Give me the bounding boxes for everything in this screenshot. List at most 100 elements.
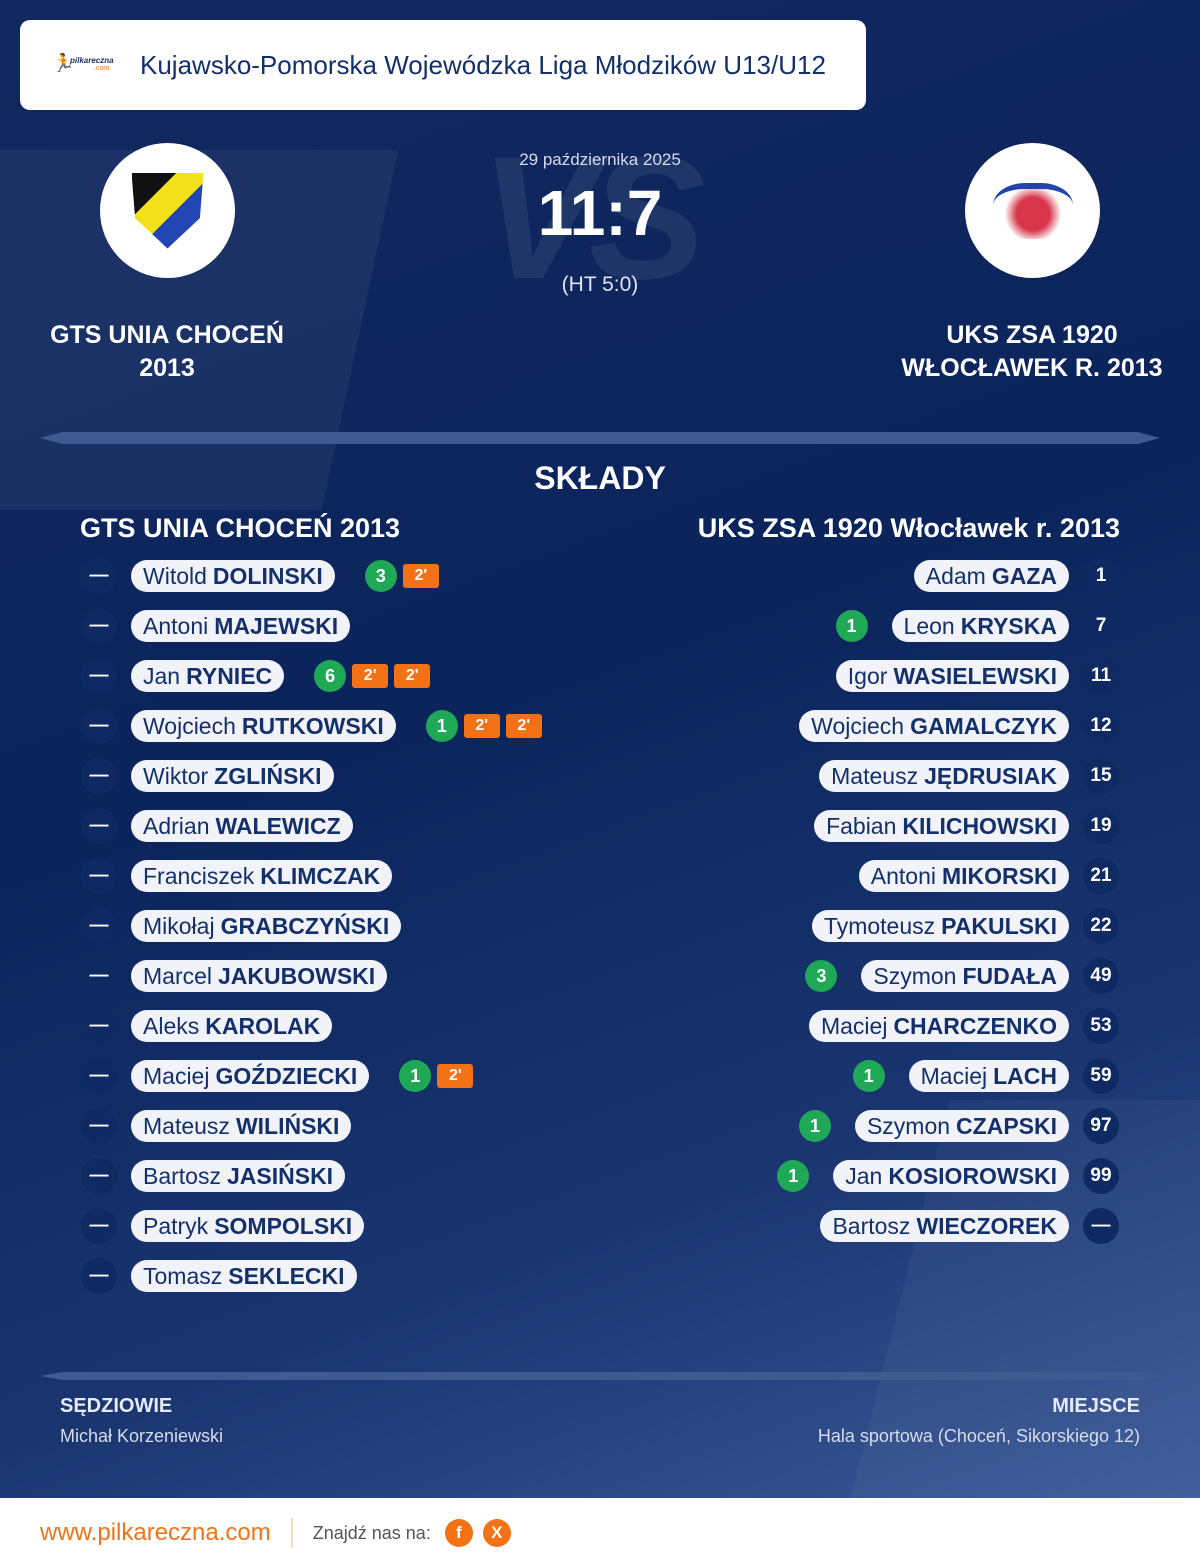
player-name[interactable]: Tomasz SEKLECKI — [131, 1260, 357, 1292]
shirt-number: — — [81, 1158, 117, 1194]
player-name[interactable]: Witold DOLINSKI — [131, 560, 335, 592]
player-name[interactable]: Marcel JAKUBOWSKI — [131, 960, 388, 992]
shirt-number: 97 — [1083, 1108, 1119, 1144]
player-name[interactable]: Wojciech RUTKOWSKI — [131, 710, 396, 742]
player-name[interactable]: Adam GAZA — [913, 560, 1069, 592]
player-name[interactable]: Fabian KILICHOWSKI — [814, 810, 1069, 842]
player-name[interactable]: Leon KRYSKA — [891, 610, 1069, 642]
player-row: Tymoteusz PAKULSKI 22 — [811, 908, 1119, 944]
shirt-number: 7 — [1083, 608, 1119, 644]
goals-badge: 3 — [364, 560, 397, 592]
first-name: Mikołaj — [143, 912, 215, 939]
player-row: 1 Leon KRYSKA 7 — [835, 608, 1119, 644]
shirt-number: 12 — [1083, 708, 1119, 744]
goals-badge: 3 — [805, 960, 838, 992]
first-name: Fabian — [826, 812, 897, 839]
home-name-line2: 2013 — [139, 354, 195, 382]
shirt-number: — — [81, 958, 117, 994]
first-name: Marcel — [143, 962, 213, 989]
player-name[interactable]: Wojciech GAMALCZYK — [799, 710, 1069, 742]
referees-value: Michał Korzeniewski — [60, 1426, 224, 1446]
last-name: GRABCZYŃSKI — [220, 912, 390, 939]
player-row: 1 Jan KOSIOROWSKI 99 — [777, 1158, 1119, 1194]
last-name: KOSIOROWSKI — [888, 1162, 1057, 1189]
player-name[interactable]: Wiktor ZGLIŃSKI — [131, 760, 334, 792]
player-row: 1 Szymon CZAPSKI 97 — [798, 1108, 1119, 1144]
player-name[interactable]: Franciszek KLIMCZAK — [131, 860, 393, 892]
goals-badge: 1 — [399, 1060, 432, 1092]
first-name: Bartosz — [832, 1212, 911, 1239]
last-name: DOLINSKI — [212, 562, 323, 589]
shirt-number: 59 — [1083, 1058, 1119, 1094]
shirt-number: — — [81, 908, 117, 944]
player-name[interactable]: Aleks KAROLAK — [131, 1010, 333, 1042]
last-name: FUDAŁA — [962, 962, 1057, 989]
player-row: Antoni MIKORSKI 21 — [858, 858, 1119, 894]
goals-badge: 1 — [835, 610, 868, 642]
home-name-line1: GTS UNIA CHOCEŃ — [50, 321, 284, 349]
first-name: Adrian — [143, 812, 210, 839]
player-row: — Franciszek KLIMCZAK — [81, 858, 393, 894]
squads-heading: SKŁADY — [534, 460, 666, 496]
player-name[interactable]: Antoni MAJEWSKI — [131, 610, 351, 642]
shirt-number: 99 — [1083, 1158, 1119, 1194]
last-name: WASIELEWSKI — [893, 662, 1057, 689]
last-name: MIKORSKI — [942, 862, 1057, 889]
player-name[interactable]: Tymoteusz PAKULSKI — [811, 910, 1069, 942]
player-name[interactable]: Antoni MIKORSKI — [858, 860, 1069, 892]
home-squad-title: GTS UNIA CHOCEŃ 2013 — [80, 513, 401, 543]
first-name: Aleks — [143, 1012, 200, 1039]
player-row: Bartosz WIECZOREK — — [820, 1208, 1119, 1244]
player-name[interactable]: Jan KOSIOROWSKI — [833, 1160, 1069, 1192]
first-name: Witold — [143, 562, 207, 589]
first-name: Antoni — [143, 612, 209, 639]
player-name[interactable]: Mateusz WILIŃSKI — [131, 1110, 352, 1142]
player-row: — Jan RYNIEC 6 2' 2' — [81, 658, 431, 694]
player-row: — Adrian WALEWICZ — [81, 808, 353, 844]
player-name[interactable]: Szymon CZAPSKI — [854, 1110, 1069, 1142]
venue-label: MIEJSCE — [1052, 1395, 1140, 1417]
first-name: Tymoteusz — [823, 912, 936, 939]
site-link[interactable]: www.pilkareczna.com — [40, 1518, 293, 1548]
player-name[interactable]: Bartosz WIECZOREK — [820, 1210, 1069, 1242]
player-name[interactable]: Maciej CHARCZENKO — [808, 1010, 1069, 1042]
player-name[interactable]: Bartosz JASIŃSKI — [131, 1160, 346, 1192]
first-name: Jan — [845, 1162, 883, 1189]
player-name[interactable]: Patryk SOMPOLSKI — [131, 1210, 365, 1242]
first-name: Mateusz — [143, 1112, 230, 1139]
goals-badge: 1 — [852, 1060, 885, 1092]
shirt-number: — — [81, 658, 117, 694]
x-icon[interactable]: X — [482, 1519, 511, 1547]
last-name: KRYSKA — [960, 612, 1057, 639]
player-row: — Wojciech RUTKOWSKI 1 2' 2' — [81, 708, 542, 744]
referees-label: SĘDZIOWIE — [60, 1395, 173, 1417]
last-name: JAKUBOWSKI — [218, 962, 376, 989]
player-name[interactable]: Maciej GOŹDZIECKI — [131, 1060, 370, 1092]
pilkareczna-logo[interactable]: 🏃 pilkareczna .com — [50, 51, 122, 79]
divider — [40, 432, 1160, 444]
player-name[interactable]: Mikołaj GRABCZYŃSKI — [131, 910, 402, 942]
first-name: Igor — [847, 662, 888, 689]
venue-value: Hala sportowa (Choceń, Sikorskiego 12) — [817, 1426, 1140, 1446]
player-row: Wojciech GAMALCZYK 12 — [799, 708, 1119, 744]
player-name[interactable]: Mateusz JĘDRUSIAK — [819, 760, 1069, 792]
player-name[interactable]: Adrian WALEWICZ — [131, 810, 353, 842]
last-name: WALEWICZ — [215, 812, 341, 839]
penalty-badge: 2' — [505, 714, 542, 738]
last-name: WIECZOREK — [916, 1212, 1057, 1239]
shirt-number: — — [81, 1208, 117, 1244]
player-name[interactable]: Jan RYNIEC — [131, 660, 285, 692]
shirt-number: 49 — [1083, 958, 1119, 994]
facebook-icon[interactable]: f — [444, 1519, 473, 1547]
away-name-line2: WŁOCŁAWEK R. 2013 — [901, 354, 1163, 382]
penalty-badge: 2' — [437, 1064, 474, 1088]
last-name: ZGLIŃSKI — [214, 762, 322, 789]
player-row: — Marcel JAKUBOWSKI — [81, 958, 388, 994]
last-name: GAMALCZYK — [910, 712, 1057, 739]
last-name: SEKLECKI — [228, 1262, 345, 1289]
logo-text: pilkareczna — [70, 56, 114, 65]
player-name[interactable]: Maciej LACH — [908, 1060, 1069, 1092]
player-name[interactable]: Igor WASIELEWSKI — [835, 660, 1069, 692]
final-score: 11:7 — [537, 177, 663, 249]
player-name[interactable]: Szymon FUDAŁA — [861, 960, 1069, 992]
